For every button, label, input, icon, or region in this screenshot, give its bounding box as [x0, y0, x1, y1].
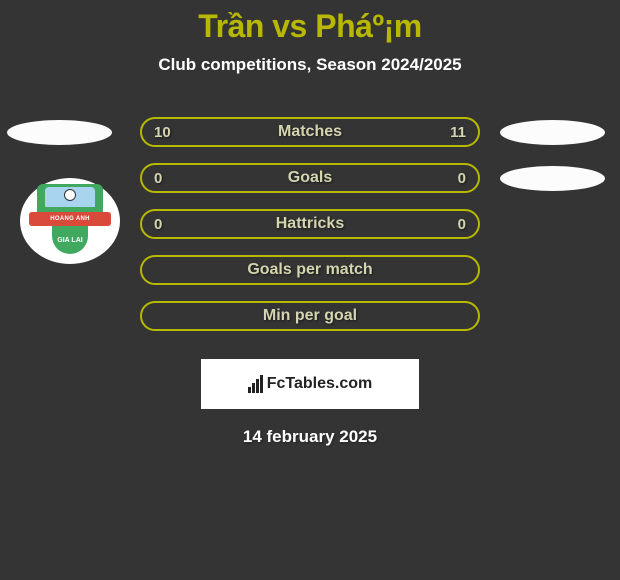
team-logo-left: HOANG ANH GIA LAI [20, 178, 120, 264]
stat-right-value: 0 [458, 170, 466, 187]
brand-text: FcTables.com [267, 375, 373, 393]
stat-label: Goals [288, 169, 332, 187]
bar-chart-icon [248, 375, 263, 393]
page-title: Trần vs Pháº¡m [0, 8, 620, 45]
stat-left-value: 10 [154, 124, 171, 141]
stat-right-value: 0 [458, 216, 466, 233]
soccer-ball-icon [64, 189, 76, 201]
stat-left-value: 0 [154, 170, 162, 187]
avatar-left-placeholder [7, 120, 112, 145]
logo-banner-text: HOANG ANH [29, 212, 111, 226]
stat-label: Hattricks [276, 215, 344, 233]
stat-pill-mpg: Min per goal [140, 301, 480, 331]
stat-label: Goals per match [247, 261, 372, 279]
stat-pill-matches: 10 Matches 11 [140, 117, 480, 147]
subtitle: Club competitions, Season 2024/2025 [0, 55, 620, 75]
stat-pill-gpm: Goals per match [140, 255, 480, 285]
stat-right-value: 11 [450, 124, 466, 141]
team-logo-graphic: HOANG ANH GIA LAI [27, 184, 113, 258]
team-right-placeholder [500, 166, 605, 191]
stat-label: Min per goal [263, 307, 357, 325]
avatar-right-placeholder [500, 120, 605, 145]
logo-shield-text: GIA LAI [52, 226, 88, 254]
stat-row-min-per-goal: Min per goal [0, 301, 620, 347]
date-text: 14 february 2025 [0, 427, 620, 447]
stat-left-value: 0 [154, 216, 162, 233]
brand-logo: FcTables.com [248, 375, 373, 393]
stat-row-goals-per-match: Goals per match [0, 255, 620, 301]
stat-pill-hattricks: 0 Hattricks 0 [140, 209, 480, 239]
stat-pill-goals: 0 Goals 0 [140, 163, 480, 193]
brand-box[interactable]: FcTables.com [201, 359, 419, 409]
stat-row-matches: 10 Matches 11 [0, 117, 620, 163]
stat-label: Matches [278, 123, 342, 141]
